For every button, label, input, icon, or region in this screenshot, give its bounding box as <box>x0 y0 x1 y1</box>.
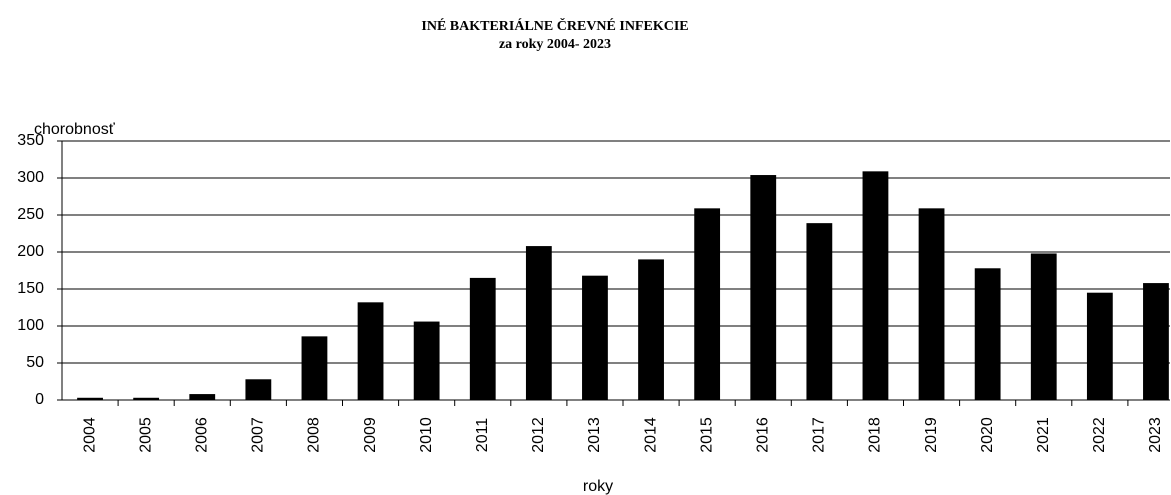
y-tick-label: 300 <box>17 169 44 186</box>
bar <box>1086 292 1113 400</box>
x-tick-label: 2008 <box>306 417 323 453</box>
bar <box>694 208 721 400</box>
x-tick-label: 2020 <box>979 417 996 453</box>
chart-title: INÉ BAKTERIÁLNE ČREVNÉ INFEKCIE <box>421 17 688 34</box>
bar <box>582 275 608 400</box>
x-tick-label: 2016 <box>754 417 771 453</box>
bar <box>974 268 1001 400</box>
y-tick-label: 50 <box>26 354 44 371</box>
bar <box>750 175 777 400</box>
x-tick-label: 2005 <box>137 417 154 453</box>
bar <box>189 394 216 400</box>
bar <box>77 397 103 400</box>
x-axis-label: roky <box>583 478 613 495</box>
bar <box>245 379 272 400</box>
bar <box>133 397 160 400</box>
y-tick-label: 150 <box>17 280 44 297</box>
bar <box>301 336 328 400</box>
bar <box>469 277 496 400</box>
x-tick-label: 2012 <box>530 417 547 453</box>
bar <box>638 259 664 400</box>
x-tick-label: 2023 <box>1147 417 1164 453</box>
bar <box>918 208 945 400</box>
bar <box>1143 283 1169 400</box>
y-axis-label: chorobnosť <box>34 121 116 138</box>
y-tick-label: 250 <box>17 206 44 223</box>
x-tick-label: 2010 <box>418 417 435 453</box>
x-tick-label: 2017 <box>811 417 828 453</box>
x-tick-label: 2021 <box>1035 417 1052 453</box>
bar <box>357 302 384 400</box>
x-tick-label: 2018 <box>867 417 884 453</box>
bar <box>1030 253 1057 400</box>
x-tick-label: 2019 <box>923 417 940 453</box>
y-tick-label: 100 <box>17 317 44 334</box>
y-tick-label: 0 <box>35 391 44 408</box>
bar <box>525 246 552 400</box>
x-tick-label: 2015 <box>698 417 715 453</box>
x-tick-label: 2022 <box>1091 417 1108 453</box>
bar <box>862 171 889 400</box>
bar <box>413 321 440 400</box>
y-tick-label: 200 <box>17 243 44 260</box>
x-tick-label: 2004 <box>81 417 98 453</box>
x-tick-label: 2009 <box>362 417 379 453</box>
bar <box>806 223 833 400</box>
x-tick-label: 2014 <box>642 417 659 453</box>
chart-subtitle: za roky 2004- 2023 <box>499 37 611 52</box>
x-tick-label: 2006 <box>193 417 210 453</box>
x-tick-label: 2011 <box>474 418 491 453</box>
x-tick-label: 2013 <box>586 417 603 453</box>
x-tick-label: 2007 <box>250 417 267 453</box>
y-tick-label: 350 <box>17 132 44 149</box>
